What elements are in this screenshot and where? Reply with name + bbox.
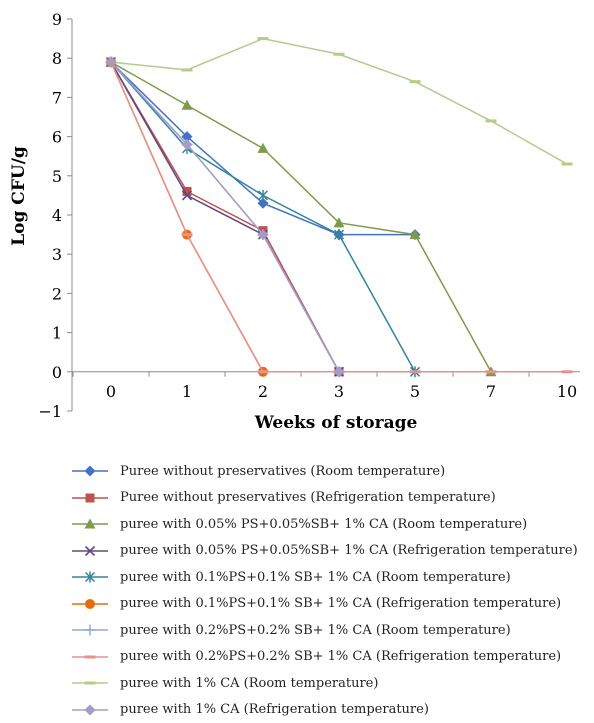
data-point bbox=[86, 493, 95, 502]
data-point bbox=[85, 704, 96, 715]
y-tick-label: 2 bbox=[52, 284, 62, 303]
line-chart: −1 0 1 2 3 4 5 6 7 8 9 0 1 2 3 5 7 10 Log CFU/g Weeks of… bbox=[0, 0, 594, 450]
y-tick-label: −1 bbox=[38, 402, 62, 421]
legend-label: puree with 0.1%PS+0.1% SB+ 1% CA (Refrig… bbox=[120, 596, 561, 611]
series-2 bbox=[107, 58, 344, 377]
series-layer bbox=[106, 37, 573, 377]
y-tick-labels: −1 0 1 2 3 4 5 6 7 8 9 bbox=[38, 10, 62, 421]
data-point bbox=[182, 233, 193, 236]
data-point bbox=[410, 80, 421, 83]
series-line bbox=[111, 62, 567, 372]
x-tick-labels: 0 1 2 3 5 7 10 bbox=[106, 382, 577, 401]
legend-swatch bbox=[70, 464, 110, 478]
legend-item: puree with 1% CA (Refrigeration temperat… bbox=[70, 697, 590, 723]
legend-swatch bbox=[70, 650, 110, 664]
legend-item: puree with 0.05% PS+0.05%SB+ 1% CA (Refr… bbox=[70, 538, 590, 565]
x-tick-label: 5 bbox=[410, 382, 420, 401]
legend-item: Puree without preservatives (Room temper… bbox=[70, 458, 590, 485]
legend-swatch bbox=[70, 676, 110, 690]
y-tick-label: 4 bbox=[52, 206, 62, 225]
data-point bbox=[85, 466, 96, 477]
series-7 bbox=[106, 57, 345, 378]
data-point bbox=[562, 163, 573, 166]
y-axis-label: Log CFU/g bbox=[9, 146, 29, 246]
data-point bbox=[85, 655, 96, 658]
x-tick-label: 0 bbox=[106, 382, 116, 401]
legend-swatch bbox=[70, 703, 110, 717]
data-point bbox=[486, 370, 497, 373]
series-line bbox=[111, 62, 491, 372]
legend-item: puree with 1% CA (Room temperature) bbox=[70, 670, 590, 697]
legend-item: puree with 0.1%PS+0.1% SB+ 1% CA (Refrig… bbox=[70, 591, 590, 618]
y-tick-label: 0 bbox=[52, 363, 62, 382]
legend-label: puree with 0.2%PS+0.2% SB+ 1% CA (Room t… bbox=[120, 623, 511, 638]
y-tick-label: 7 bbox=[52, 88, 62, 107]
series-4 bbox=[107, 58, 344, 377]
y-tick-label: 9 bbox=[52, 10, 62, 29]
data-point bbox=[182, 100, 193, 110]
x-tick-label: 1 bbox=[182, 382, 192, 401]
legend-label: Puree without preservatives (Refrigerati… bbox=[120, 490, 496, 505]
series-line bbox=[111, 62, 415, 372]
data-point bbox=[85, 682, 96, 685]
series-3 bbox=[106, 57, 497, 377]
legend-label: puree with 0.2%PS+0.2% SB+ 1% CA (Refrig… bbox=[120, 649, 561, 664]
legend-label: puree with 0.05% PS+0.05%SB+ 1% CA (Refr… bbox=[120, 543, 578, 558]
legend-label: puree with 1% CA (Room temperature) bbox=[120, 676, 378, 691]
data-point bbox=[258, 370, 269, 373]
y-tick-label: 1 bbox=[52, 324, 62, 343]
legend-item: puree with 0.05% PS+0.05%SB+ 1% CA (Room… bbox=[70, 511, 590, 538]
legend-label: puree with 0.05% PS+0.05%SB+ 1% CA (Room… bbox=[120, 517, 527, 532]
legend-label: puree with 0.1%PS+0.1% SB+ 1% CA (Room t… bbox=[120, 570, 511, 585]
legend-swatch bbox=[70, 597, 110, 611]
data-point bbox=[85, 599, 95, 609]
x-tick-label: 2 bbox=[258, 382, 268, 401]
y-tick-label: 3 bbox=[52, 245, 62, 264]
series-10 bbox=[106, 57, 345, 378]
legend-swatch bbox=[70, 491, 110, 505]
legend-item: puree with 0.1%PS+0.1% SB+ 1% CA (Room t… bbox=[70, 564, 590, 591]
legend-swatch bbox=[70, 544, 110, 558]
legend-swatch bbox=[70, 517, 110, 531]
y-tick-label: 6 bbox=[52, 128, 62, 147]
x-tick-label: 3 bbox=[334, 382, 344, 401]
y-tick-label: 5 bbox=[52, 167, 62, 186]
x-axis-label: Weeks of storage bbox=[254, 413, 418, 433]
legend-swatch bbox=[70, 623, 110, 637]
data-point bbox=[85, 625, 96, 636]
data-point bbox=[259, 190, 268, 201]
data-point bbox=[258, 37, 269, 40]
legend-label: puree with 1% CA (Refrigeration temperat… bbox=[120, 702, 429, 717]
legend-item: Puree without preservatives (Refrigerati… bbox=[70, 485, 590, 512]
data-point bbox=[182, 68, 193, 71]
data-point bbox=[258, 143, 269, 153]
series-8 bbox=[106, 61, 573, 374]
legend-item: puree with 0.2%PS+0.2% SB+ 1% CA (Refrig… bbox=[70, 644, 590, 671]
data-point bbox=[410, 370, 421, 373]
y-tick-label: 8 bbox=[52, 49, 62, 68]
axes bbox=[67, 19, 580, 411]
legend: Puree without preservatives (Room temper… bbox=[70, 458, 590, 723]
data-point bbox=[486, 119, 497, 122]
legend-label: Puree without preservatives (Room temper… bbox=[120, 464, 445, 479]
series-9 bbox=[106, 37, 573, 165]
data-point bbox=[334, 53, 345, 56]
legend-item: puree with 0.2%PS+0.2% SB+ 1% CA (Room t… bbox=[70, 617, 590, 644]
x-tick-label: 10 bbox=[557, 382, 577, 401]
data-point bbox=[562, 370, 573, 373]
x-tick-label: 7 bbox=[486, 382, 496, 401]
legend-swatch bbox=[70, 570, 110, 584]
